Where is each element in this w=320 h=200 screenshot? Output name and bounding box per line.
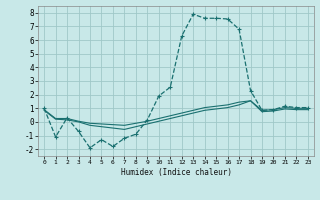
X-axis label: Humidex (Indice chaleur): Humidex (Indice chaleur) bbox=[121, 168, 231, 177]
